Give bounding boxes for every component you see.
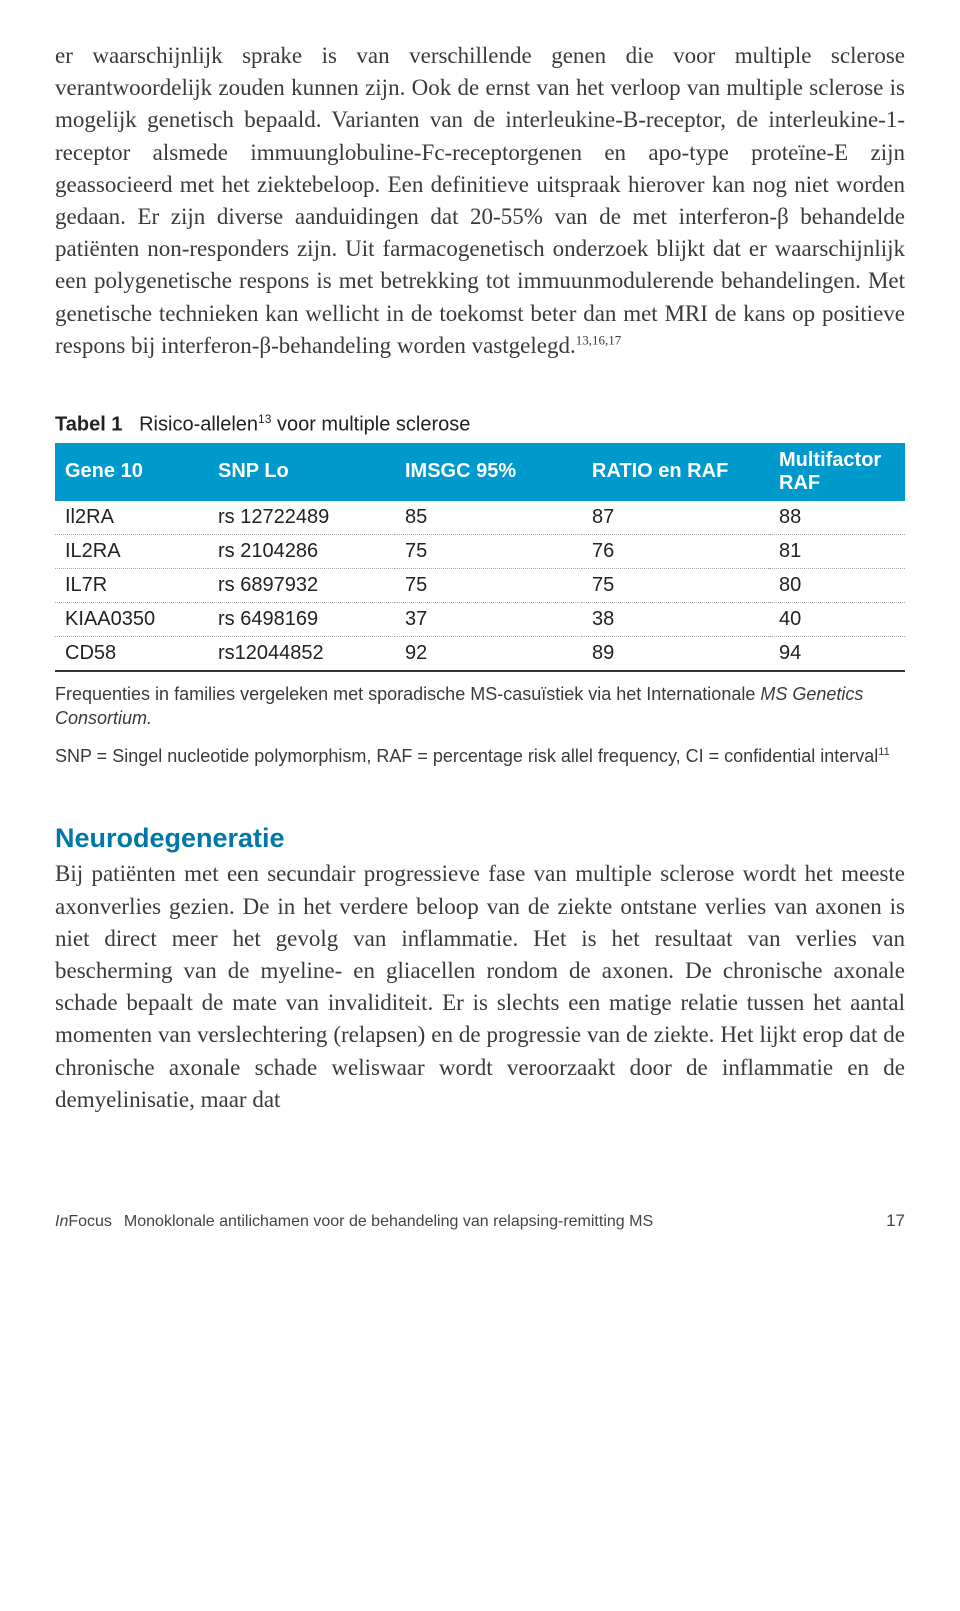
table-cell: rs 2104286	[208, 534, 395, 568]
table-title: Tabel 1 Risico-allelen13 voor multiple s…	[55, 412, 905, 437]
table-row: KIAA0350 rs 6498169 37 38 40	[55, 602, 905, 636]
table-cell: 80	[769, 568, 905, 602]
table-header-row: Gene 10 SNP Lo IMSGC 95% RATIO en RAF Mu…	[55, 443, 905, 501]
table-row: IL2RA rs 2104286 75 76 81	[55, 534, 905, 568]
intro-paragraph: er waarschijnlijk sprake is van verschil…	[55, 40, 905, 362]
table-row: Il2RA rs 12722489 85 87 88	[55, 501, 905, 535]
table-label-sup: 13	[258, 412, 271, 426]
table-header-ratio: RATIO en RAF	[582, 443, 769, 501]
table-cell: CD58	[55, 636, 208, 671]
table-cell: 94	[769, 636, 905, 671]
footer-page-number: 17	[886, 1211, 905, 1231]
table-cell: 37	[395, 602, 582, 636]
table-note-2-text: SNP = Singel nucleotide polymorphism, RA…	[55, 746, 878, 766]
footer-brand-rest: Focus	[68, 1213, 112, 1230]
table-note-2: SNP = Singel nucleotide polymorphism, RA…	[55, 744, 905, 768]
table-section: Tabel 1 Risico-allelen13 voor multiple s…	[55, 412, 905, 769]
table-header-gene: Gene 10	[55, 443, 208, 501]
table-label-tail: voor multiple sclerose	[271, 414, 470, 436]
table-cell: IL7R	[55, 568, 208, 602]
table-note-2-sup: 11	[878, 746, 889, 758]
table-cell: 87	[582, 501, 769, 535]
table-cell: rs 6897932	[208, 568, 395, 602]
table-cell: 89	[582, 636, 769, 671]
table-cell: 38	[582, 602, 769, 636]
table-cell: rs 12722489	[208, 501, 395, 535]
table-header-snp: SNP Lo	[208, 443, 395, 501]
table-note-1: Frequenties in families vergeleken met s…	[55, 682, 905, 731]
table-header-multifactor: Multifactor RAF	[769, 443, 905, 501]
section-body-neurodegeneratie: Bij patiënten met een secundair progress…	[55, 858, 905, 1116]
footer-brand: InFocus	[55, 1213, 112, 1231]
table-cell: rs12044852	[208, 636, 395, 671]
table-cell: 75	[582, 568, 769, 602]
table-cell: Il2RA	[55, 501, 208, 535]
table-cell: KIAA0350	[55, 602, 208, 636]
footer-left: InFocus Monoklonale antilichamen voor de…	[55, 1213, 653, 1231]
table-cell: 85	[395, 501, 582, 535]
footer-title: Monoklonale antilichamen voor de behande…	[124, 1213, 653, 1231]
table-cell: rs 6498169	[208, 602, 395, 636]
page-footer: InFocus Monoklonale antilichamen voor de…	[55, 1211, 905, 1231]
table-cell: 75	[395, 534, 582, 568]
table-cell: IL2RA	[55, 534, 208, 568]
table-cell: 88	[769, 501, 905, 535]
section-heading-neurodegeneratie: Neurodegeneratie	[55, 823, 905, 854]
table-row: IL7R rs 6897932 75 75 80	[55, 568, 905, 602]
table-header-imsgc: IMSGC 95%	[395, 443, 582, 501]
table-label-bold: Tabel 1	[55, 414, 122, 436]
table-cell: 92	[395, 636, 582, 671]
table-cell: 76	[582, 534, 769, 568]
risk-alleles-table: Gene 10 SNP Lo IMSGC 95% RATIO en RAF Mu…	[55, 443, 905, 672]
intro-paragraph-text: er waarschijnlijk sprake is van verschil…	[55, 43, 905, 358]
table-cell: 81	[769, 534, 905, 568]
table-row: CD58 rs12044852 92 89 94	[55, 636, 905, 671]
table-cell: 40	[769, 602, 905, 636]
footer-brand-italic: In	[55, 1213, 68, 1230]
table-label-rest: Risico-allelen	[139, 414, 258, 436]
table-note-1a: Frequenties in families vergeleken met s…	[55, 684, 760, 704]
intro-paragraph-refs: 13,16,17	[576, 332, 622, 347]
table-cell: 75	[395, 568, 582, 602]
